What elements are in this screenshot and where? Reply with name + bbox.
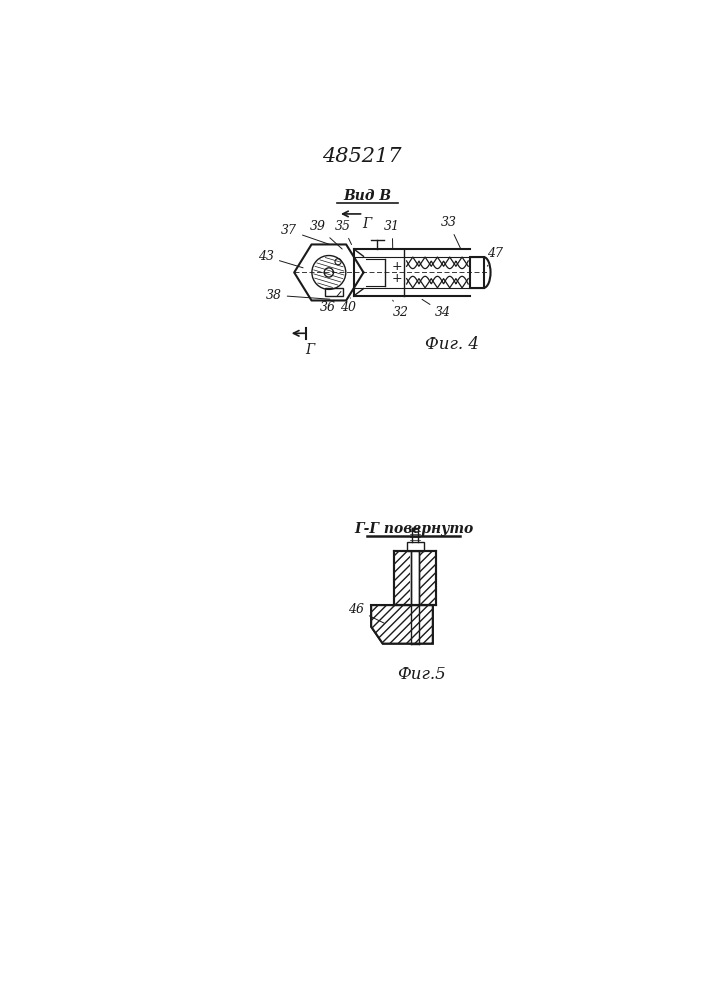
Text: 485217: 485217 xyxy=(322,147,402,166)
Text: 34: 34 xyxy=(422,299,451,319)
Text: 37: 37 xyxy=(281,224,330,245)
Text: Вид В: Вид В xyxy=(344,189,392,203)
Text: 32: 32 xyxy=(392,300,409,319)
Text: 35: 35 xyxy=(335,220,351,245)
Bar xyxy=(411,550,420,606)
Text: 46: 46 xyxy=(348,603,384,623)
Text: 43: 43 xyxy=(258,250,303,268)
Text: 31: 31 xyxy=(385,220,400,248)
Bar xyxy=(469,257,484,288)
Text: +: + xyxy=(391,260,402,273)
Text: Г: Г xyxy=(305,343,314,357)
Text: Г: Г xyxy=(363,217,372,231)
Text: 33: 33 xyxy=(440,216,461,249)
Text: Фиг. 4: Фиг. 4 xyxy=(425,336,479,353)
Text: +: + xyxy=(391,272,402,285)
Text: Фиг.5: Фиг.5 xyxy=(397,666,445,683)
Text: Г-Г повернуто: Г-Г повернуто xyxy=(354,522,473,536)
Text: 38: 38 xyxy=(266,289,330,302)
Text: 36: 36 xyxy=(320,292,341,314)
Text: 40: 40 xyxy=(340,298,356,314)
Bar xyxy=(394,551,436,605)
Bar xyxy=(407,542,423,551)
Text: 47: 47 xyxy=(486,247,503,266)
Text: 39: 39 xyxy=(310,220,342,249)
Polygon shape xyxy=(371,605,433,644)
